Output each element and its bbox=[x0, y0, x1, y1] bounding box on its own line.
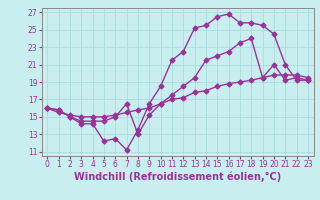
X-axis label: Windchill (Refroidissement éolien,°C): Windchill (Refroidissement éolien,°C) bbox=[74, 172, 281, 182]
